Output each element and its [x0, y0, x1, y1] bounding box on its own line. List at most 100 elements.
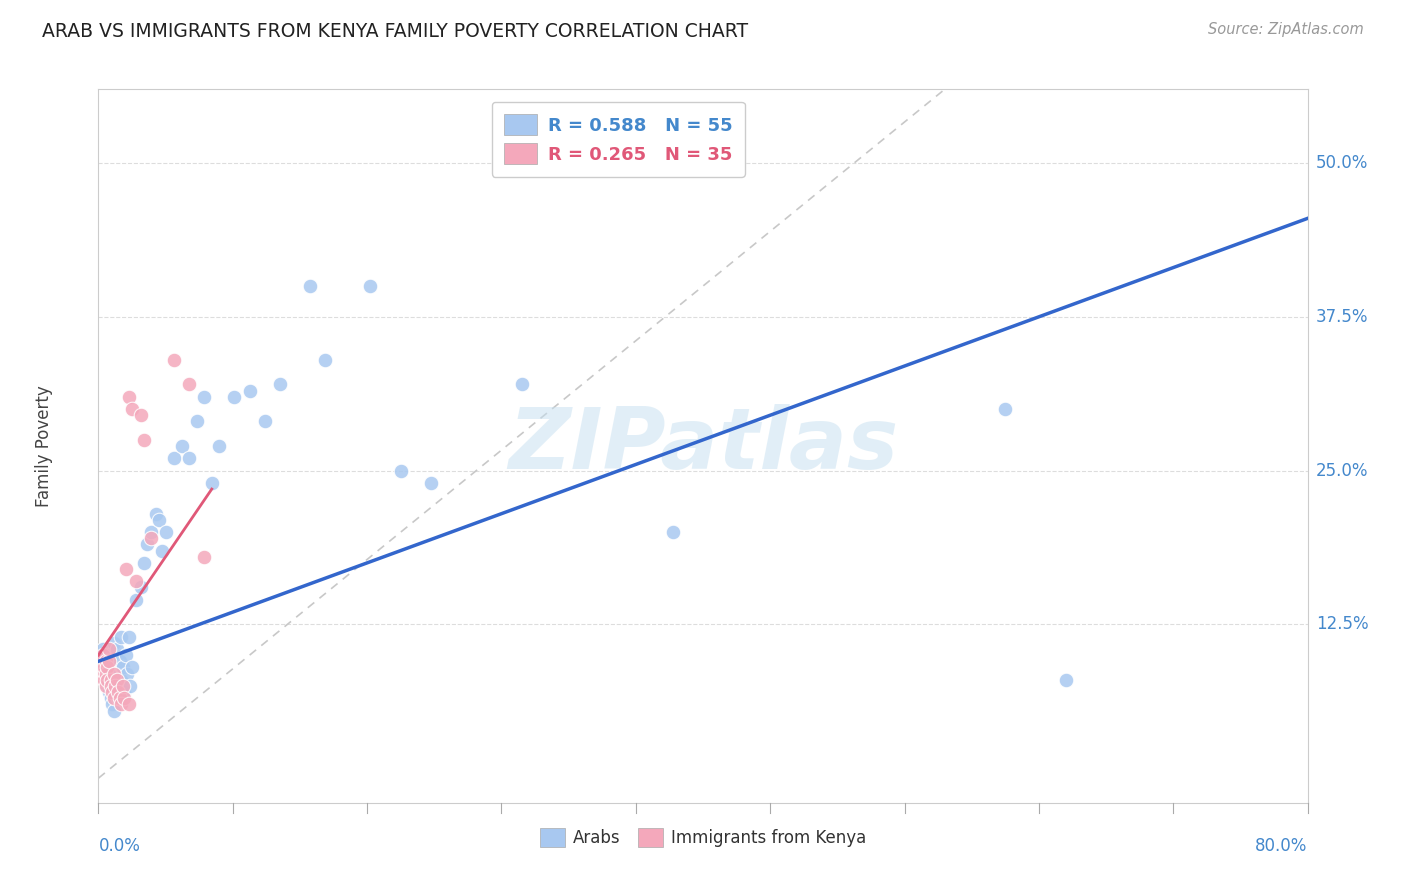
- Point: [253, 414, 276, 428]
- Point: [269, 377, 291, 392]
- Point: [93, 654, 115, 668]
- Point: [91, 666, 114, 681]
- Text: 50.0%: 50.0%: [1316, 154, 1368, 172]
- Point: [100, 673, 122, 687]
- Point: [96, 679, 118, 693]
- Point: [141, 531, 163, 545]
- Point: [163, 352, 186, 367]
- Point: [94, 648, 117, 662]
- Point: [179, 451, 201, 466]
- Point: [98, 685, 121, 699]
- Point: [111, 679, 134, 693]
- Point: [239, 384, 262, 398]
- Point: [100, 654, 122, 668]
- Point: [208, 439, 231, 453]
- Point: [132, 433, 155, 447]
- Point: [148, 513, 170, 527]
- Point: [155, 525, 177, 540]
- Point: [112, 685, 135, 699]
- Point: [108, 691, 131, 706]
- Point: [100, 691, 122, 706]
- Point: [135, 537, 157, 551]
- Text: Family Poverty: Family Poverty: [35, 385, 53, 507]
- Point: [107, 691, 129, 706]
- Point: [125, 574, 148, 589]
- Point: [118, 630, 141, 644]
- Point: [186, 414, 208, 428]
- Point: [98, 666, 121, 681]
- Point: [145, 507, 167, 521]
- Point: [114, 562, 136, 576]
- Point: [103, 666, 125, 681]
- Point: [179, 377, 201, 392]
- Point: [163, 451, 186, 466]
- Point: [201, 475, 224, 490]
- Point: [90, 654, 112, 668]
- Point: [96, 660, 118, 674]
- Point: [103, 636, 125, 650]
- Point: [110, 698, 132, 712]
- Point: [121, 660, 143, 674]
- Text: 0.0%: 0.0%: [98, 838, 141, 855]
- Point: [193, 390, 215, 404]
- Point: [110, 673, 132, 687]
- Point: [94, 660, 117, 674]
- Point: [420, 475, 443, 490]
- Text: Source: ZipAtlas.com: Source: ZipAtlas.com: [1208, 22, 1364, 37]
- Point: [94, 666, 117, 681]
- Text: 25.0%: 25.0%: [1316, 461, 1368, 480]
- Point: [94, 654, 117, 668]
- Point: [118, 390, 141, 404]
- Point: [100, 679, 122, 693]
- Point: [118, 698, 141, 712]
- Text: ARAB VS IMMIGRANTS FROM KENYA FAMILY POVERTY CORRELATION CHART: ARAB VS IMMIGRANTS FROM KENYA FAMILY POV…: [42, 22, 748, 41]
- Point: [360, 279, 382, 293]
- Point: [91, 648, 114, 662]
- Point: [510, 377, 533, 392]
- Point: [105, 642, 128, 657]
- Point: [1054, 673, 1077, 687]
- Point: [98, 642, 121, 657]
- Point: [98, 654, 121, 668]
- Point: [389, 464, 412, 478]
- Point: [150, 543, 173, 558]
- Point: [104, 679, 127, 693]
- Point: [120, 679, 142, 693]
- Point: [661, 525, 683, 540]
- Point: [314, 352, 336, 367]
- Point: [91, 642, 114, 657]
- Point: [170, 439, 193, 453]
- Text: 37.5%: 37.5%: [1316, 308, 1368, 326]
- Point: [105, 673, 128, 687]
- Point: [94, 679, 117, 693]
- Point: [193, 549, 215, 564]
- Point: [101, 698, 124, 712]
- Point: [132, 556, 155, 570]
- Point: [108, 654, 131, 668]
- Point: [112, 691, 135, 706]
- Point: [115, 666, 138, 681]
- Point: [110, 630, 132, 644]
- Point: [103, 704, 125, 718]
- Point: [93, 660, 115, 674]
- Point: [93, 673, 115, 687]
- Text: 12.5%: 12.5%: [1316, 615, 1368, 633]
- Point: [104, 679, 127, 693]
- Point: [994, 402, 1017, 417]
- Point: [101, 685, 124, 699]
- Text: 80.0%: 80.0%: [1256, 838, 1308, 855]
- Point: [103, 691, 125, 706]
- Text: ZIPatlas: ZIPatlas: [508, 404, 898, 488]
- Point: [125, 592, 148, 607]
- Point: [96, 673, 118, 687]
- Point: [111, 660, 134, 674]
- Legend: Arabs, Immigrants from Kenya: Arabs, Immigrants from Kenya: [531, 819, 875, 855]
- Point: [129, 409, 152, 423]
- Point: [121, 402, 143, 417]
- Point: [224, 390, 246, 404]
- Point: [114, 648, 136, 662]
- Point: [129, 581, 152, 595]
- Point: [96, 673, 118, 687]
- Point: [141, 525, 163, 540]
- Point: [299, 279, 322, 293]
